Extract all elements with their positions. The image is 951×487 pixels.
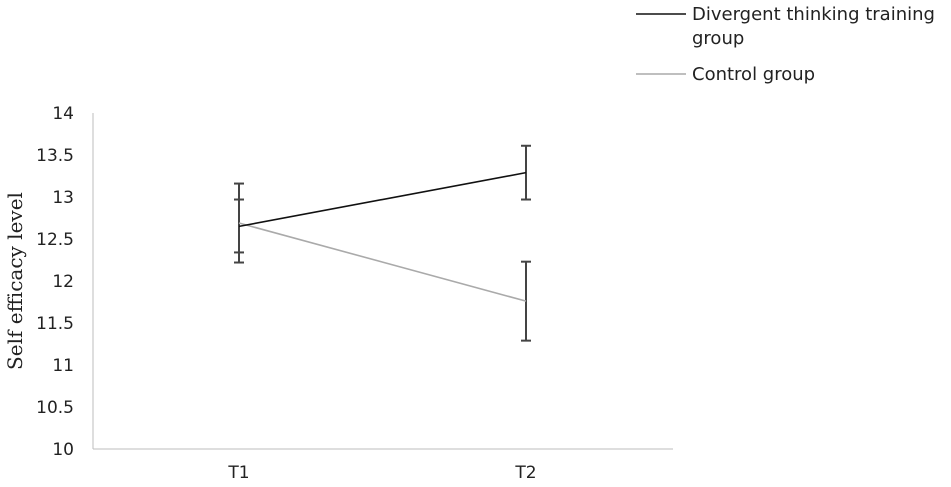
legend-label: group: [692, 28, 744, 49]
series-lines: [238, 171, 527, 302]
y-tick-label: 11: [52, 356, 74, 376]
y-tick-labels: 10 10.5 11 11.5 12 12.5 13 13.5 14: [36, 104, 74, 460]
chart-axes: [92, 113, 673, 450]
series-line: [238, 171, 527, 228]
y-tick-label: 12: [52, 272, 74, 292]
legend-item: Divergent thinking training group: [636, 4, 935, 49]
y-tick-label: 14: [52, 104, 74, 124]
y-tick-label: 12.5: [36, 230, 74, 250]
x-tick-label: T1: [227, 463, 249, 483]
y-tick-label: 10: [52, 440, 74, 460]
legend-label: Control group: [692, 64, 815, 85]
x-tick-labels: T1 T2: [227, 463, 536, 483]
legend-item: Control group: [636, 64, 815, 85]
y-tick-label: 11.5: [36, 314, 74, 334]
y-tick-label: 13.5: [36, 146, 74, 166]
y-tick-label: 13: [52, 188, 74, 208]
x-tick-label: T2: [514, 463, 536, 483]
y-axis-label: Self efficacy level: [3, 192, 27, 370]
series-line: [238, 222, 527, 302]
legend: Divergent thinking training group Control …: [636, 4, 935, 85]
legend-label: Divergent thinking training: [692, 4, 935, 25]
error-bars: [234, 144, 531, 342]
y-tick-label: 10.5: [36, 398, 74, 418]
